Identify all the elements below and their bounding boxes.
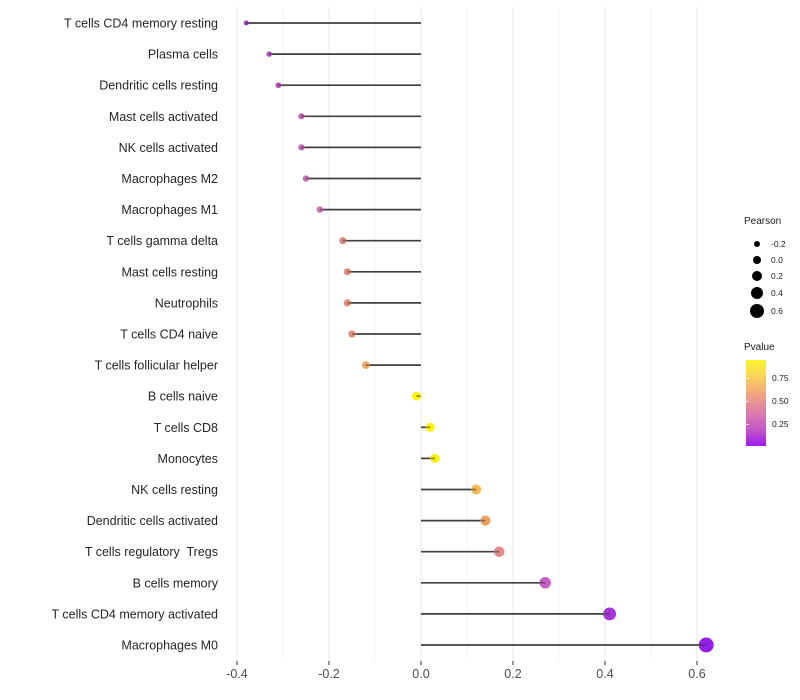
pearson-legend-label: 0.2: [771, 270, 783, 281]
pearson-legend-dot: [753, 240, 761, 248]
y-axis-label: T cells gamma delta: [106, 234, 218, 248]
pvalue-legend-title: Pvalue: [744, 342, 775, 353]
pvalue-colorbar-tick-label: 0.50: [772, 395, 789, 406]
y-axis-label: T cells CD4 naive: [120, 328, 218, 342]
x-tick-label: -0.2: [318, 667, 340, 681]
y-axis-label: Mast cells activated: [109, 110, 218, 124]
pearson-legend-dot: [752, 255, 762, 265]
y-axis-label: T cells CD8: [154, 421, 218, 435]
y-axis-label: NK cells activated: [119, 141, 218, 155]
pvalue-colorbar-tick: [746, 401, 749, 402]
y-axis-label: Neutrophils: [155, 296, 218, 310]
pearson-legend-dot: [751, 270, 763, 282]
x-tick-label: 0.6: [688, 667, 705, 681]
pvalue-color-legend: Pvalue 0.75 0.50 0.25: [744, 342, 800, 452]
pvalue-colorbar-tick-label: 0.25: [772, 418, 789, 429]
pearson-legend-dot: [750, 286, 764, 300]
pearson-legend-title: Pearson: [744, 216, 782, 227]
pearson-legend-label: 0.4: [771, 287, 783, 298]
y-axis-label: NK cells resting: [131, 483, 218, 497]
x-tick-label: 0.4: [596, 667, 613, 681]
x-tick-label: 0.0: [412, 667, 429, 681]
pvalue-colorbar-tick: [746, 378, 749, 379]
y-axis-label: Macrophages M1: [121, 203, 218, 217]
y-axis-label: Dendritic cells resting: [99, 79, 218, 93]
pearson-legend-label: 0.6: [771, 305, 783, 316]
y-axis-label: Dendritic cells activated: [87, 514, 218, 528]
y-axis-label: Macrophages M2: [121, 172, 218, 186]
y-axis-label: T cells CD4 memory resting: [64, 17, 218, 31]
x-tick-label: -0.4: [226, 667, 248, 681]
y-axis-label: Plasma cells: [148, 48, 218, 62]
pearson-legend-label: 0.0: [771, 254, 783, 265]
y-axis-label: Mast cells resting: [121, 265, 218, 279]
pearson-legend-dot: [749, 303, 765, 319]
y-axis-label: B cells memory: [133, 576, 219, 590]
y-axis-label: Monocytes: [158, 452, 218, 466]
pvalue-colorbar-tick: [746, 424, 749, 425]
pvalue-colorbar: [746, 360, 766, 446]
y-axis-label: B cells naive: [148, 390, 218, 404]
y-axis-label: T cells follicular helper: [95, 359, 218, 373]
pvalue-colorbar-tick-label: 0.75: [772, 372, 789, 383]
pearson-legend-label: -0.2: [771, 238, 786, 249]
pearson-size-legend: Pearson -0.2 0.0 0.2 0.4 0.6: [744, 216, 800, 326]
y-axis-label: T cells CD4 memory activated: [52, 607, 219, 621]
y-axis-label: Macrophages M0: [121, 639, 218, 653]
y-axis-label: T cells regulatory Tregs: [85, 545, 218, 559]
x-tick-label: 0.2: [504, 667, 521, 681]
